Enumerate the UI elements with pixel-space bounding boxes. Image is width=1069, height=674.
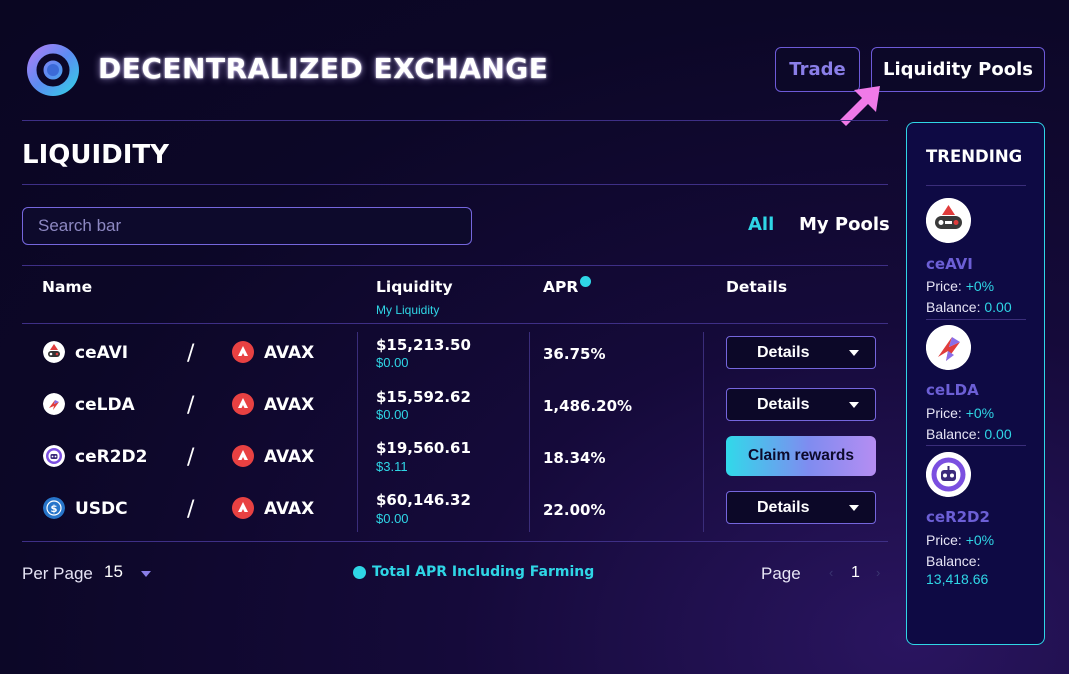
pointer-arrow-icon [840, 86, 880, 126]
pair-separator: / [187, 393, 195, 418]
filter-my-pools-tab[interactable]: My Pools [799, 214, 890, 235]
column-divider [357, 332, 358, 532]
pair-separator: / [187, 497, 195, 522]
details-dropdown-button[interactable]: Details [726, 491, 876, 524]
trending-balance-label: Balance: [926, 553, 981, 569]
celda-token-icon [43, 393, 65, 415]
avax-token-icon [232, 341, 254, 363]
table-row: ceR2D2 / AVAX $19,560.61 $3.11 18.34% Cl… [0, 431, 900, 483]
my-liquidity-value: $0.00 [376, 355, 409, 370]
token-name: ceR2D2 [75, 447, 148, 467]
header-details: Details [726, 278, 788, 296]
header-liquidity: Liquidity [376, 278, 453, 296]
apr-value: 36.75% [543, 345, 606, 363]
details-label: Details [757, 498, 810, 516]
svg-text:$: $ [51, 504, 58, 515]
details-label: Details [757, 395, 810, 413]
pair-name: AVAX [264, 395, 315, 415]
table-row: ceLDA / AVAX $15,592.62 $0.00 1,486.20% … [0, 379, 900, 431]
avax-token-icon [232, 497, 254, 519]
header-my-liquidity: My Liquidity [376, 303, 440, 317]
ceavi-token-icon [43, 341, 65, 363]
details-dropdown-button[interactable]: Details [726, 336, 876, 369]
trending-price: Price: +0% [926, 405, 995, 421]
chevron-down-icon [849, 350, 859, 356]
header-apr: APR [543, 278, 579, 296]
apr-info-icon[interactable] [580, 276, 591, 287]
apr-value: 1,486.20% [543, 397, 633, 415]
liquidity-value: $19,560.61 [376, 439, 471, 457]
page-title: LIQUIDITY [22, 140, 169, 170]
trending-token-name[interactable]: ceLDA [926, 381, 979, 399]
cer2d2-token-icon [43, 445, 65, 467]
header-name: Name [42, 278, 93, 296]
trending-divider [926, 185, 1026, 186]
chevron-down-icon [849, 505, 859, 511]
table-top-divider [22, 265, 888, 266]
token-name: USDC [75, 499, 128, 519]
pair-separator: / [187, 341, 195, 366]
trending-price: Price: +0% [926, 532, 995, 548]
table-row: ceAVI / AVAX $15,213.50 $0.00 36.75% Det… [0, 327, 900, 379]
avax-token-icon [232, 445, 254, 467]
brand-title: DECENTRALIZED EXCHANGE [98, 52, 549, 85]
trending-balance: Balance: 0.00 [926, 426, 1012, 442]
details-dropdown-button[interactable]: Details [726, 388, 876, 421]
trending-balance: Balance: 0.00 [926, 299, 1012, 315]
details-label: Details [757, 343, 810, 361]
trending-panel: TRENDING ceAVI Price: +0% Balance: 0.00 … [906, 122, 1045, 645]
token-name: ceAVI [75, 343, 129, 363]
avax-token-icon [232, 393, 254, 415]
info-icon [353, 566, 366, 579]
liquidity-value: $15,213.50 [376, 336, 471, 354]
cer2d2-token-icon[interactable] [926, 452, 971, 497]
next-page-button[interactable]: › [876, 565, 881, 580]
header-divider [22, 120, 888, 121]
page-number: 1 [851, 564, 860, 581]
trending-divider [926, 319, 1026, 320]
trending-token-name[interactable]: ceAVI [926, 255, 973, 273]
my-liquidity-value: $0.00 [376, 407, 409, 422]
my-liquidity-value: $0.00 [376, 511, 409, 526]
column-divider [703, 332, 704, 532]
apr-value: 18.34% [543, 449, 606, 467]
chevron-down-icon[interactable] [141, 571, 151, 577]
liquidity-value: $15,592.62 [376, 388, 471, 406]
per-page-label: Per Page [22, 564, 93, 583]
header-divider-bottom [22, 323, 888, 324]
per-page-select[interactable]: 15 [104, 562, 123, 581]
title-divider [22, 184, 888, 185]
logo-icon [27, 44, 79, 96]
filter-all-tab[interactable]: All [748, 214, 775, 235]
prev-page-button[interactable]: ‹ [829, 565, 834, 580]
column-divider [529, 332, 530, 532]
search-input[interactable] [22, 207, 472, 245]
pair-name: AVAX [264, 447, 315, 467]
ceavi-token-icon[interactable] [926, 198, 971, 243]
table-row: $ USDC / AVAX $60,146.32 $0.00 22.00% De… [0, 483, 900, 535]
apr-value: 22.00% [543, 501, 606, 519]
my-liquidity-value: $3.11 [376, 459, 408, 474]
nav-liquidity-pools-button[interactable]: Liquidity Pools [871, 47, 1045, 92]
trending-token-name[interactable]: ceR2D2 [926, 508, 990, 526]
trending-title: TRENDING [926, 147, 1023, 166]
nav-trade-button[interactable]: Trade [775, 47, 860, 92]
trending-divider [926, 445, 1026, 446]
page-label: Page [761, 564, 801, 583]
token-name: ceLDA [75, 395, 135, 415]
claim-rewards-button[interactable]: Claim rewards [726, 436, 876, 476]
total-apr-link[interactable]: Total APR Including Farming [372, 564, 595, 580]
trending-balance-value: 13,418.66 [926, 571, 989, 587]
liquidity-value: $60,146.32 [376, 491, 471, 509]
pair-name: AVAX [264, 499, 315, 519]
pair-name: AVAX [264, 343, 315, 363]
pair-separator: / [187, 445, 195, 470]
usdc-token-icon: $ [43, 497, 65, 519]
table-bottom-divider [22, 541, 888, 542]
chevron-down-icon [849, 402, 859, 408]
celda-token-icon[interactable] [926, 325, 971, 370]
trending-price: Price: +0% [926, 278, 995, 294]
